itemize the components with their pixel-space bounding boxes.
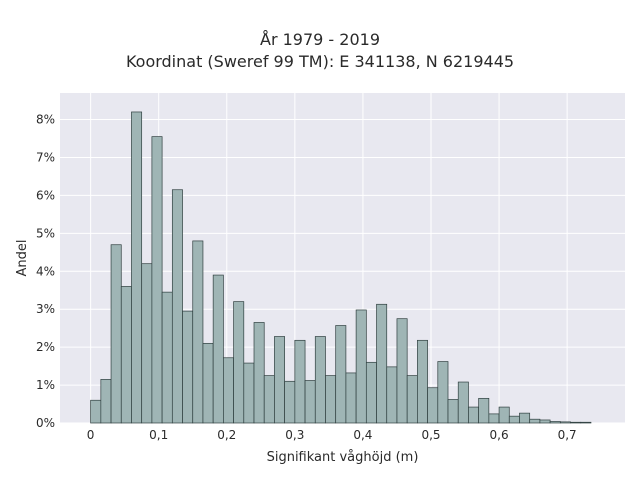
histogram-bar [580,421,592,424]
x-tick-label: 0,7 [558,428,577,442]
histogram-bar [498,406,510,424]
histogram-bar [559,421,571,424]
histogram-bar [161,291,173,424]
histogram-bar [355,309,367,424]
histogram-bar [437,361,449,424]
histogram-bar [294,339,306,424]
y-tick-label: 1% [36,378,55,392]
histogram-bar [314,336,326,424]
histogram-bar [263,375,275,424]
y-tick-label: 6% [36,188,55,202]
histogram-bar [110,244,122,424]
histogram-bar [488,413,500,424]
histogram-bar [212,274,224,424]
histogram-bar [539,419,551,424]
histogram-bar [519,412,531,424]
histogram-bar [396,318,408,424]
histogram-bar [468,406,479,424]
histogram-bar [182,310,194,424]
x-tick-label: 0,1 [149,428,168,442]
histogram-bar [457,381,469,424]
bars [90,111,592,424]
histogram-bar [284,380,296,424]
histogram-bar [243,362,255,424]
y-tick-label: 0% [36,416,55,430]
histogram-bar [417,339,428,424]
histogram-bar [529,418,541,424]
histogram-bar [335,325,347,424]
histogram-bar [223,357,234,424]
x-tick-label: 0,2 [217,428,236,442]
histogram-bar [406,375,418,424]
y-axis-label: Andel [15,240,30,277]
histogram-bar [570,421,582,424]
histogram-bar [274,336,285,424]
x-tick-label: 0,3 [285,428,304,442]
histogram-bar [120,286,132,424]
chart-subtitle: Koordinat (Sweref 99 TM): E 341138, N 62… [125,52,515,71]
x-tick-label: 0,5 [421,428,440,442]
histogram-bar [171,189,183,424]
x-tick-label: 0,4 [353,428,372,442]
histogram-bar [376,303,388,424]
histogram-bar [345,372,357,424]
histogram-bar [131,111,143,424]
histogram-bar [447,399,459,424]
y-tick-label: 3% [36,302,55,316]
y-tick-label: 4% [36,264,55,278]
x-axis-label: Signifikant våghöjd (m) [267,450,419,465]
y-tick-label: 7% [36,150,55,164]
histogram-bar [141,263,153,424]
y-tick-label: 5% [36,226,55,240]
y-tick-label: 8% [36,113,55,127]
histogram-bar [192,240,204,424]
y-tick-label: 2% [36,340,55,354]
histogram-bar [427,387,439,424]
histogram-bar [478,397,490,424]
y-axis-ticks: 0% 1% 2% 3% 4% 5% 6% 7% 8% [36,113,55,430]
x-tick-label: 0,6 [490,428,509,442]
histogram-bar [508,415,520,424]
x-tick-label: 0 [87,428,95,442]
chart-title: År 1979 - 2019 [260,30,380,49]
histogram-bar [365,361,377,424]
histogram-bar [100,379,112,424]
histogram-bar [202,342,214,424]
histogram-bar [151,136,163,424]
histogram-bar [233,301,245,424]
histogram-bar [325,375,337,424]
x-axis-ticks: 0 0,1 0,2 0,3 0,4 0,5 0,6 0,7 [87,428,577,442]
histogram-bar [304,380,316,424]
histogram-bar [90,399,102,424]
histogram-bar [253,322,265,424]
histogram-bar [386,366,398,424]
histogram-bar [549,421,561,424]
